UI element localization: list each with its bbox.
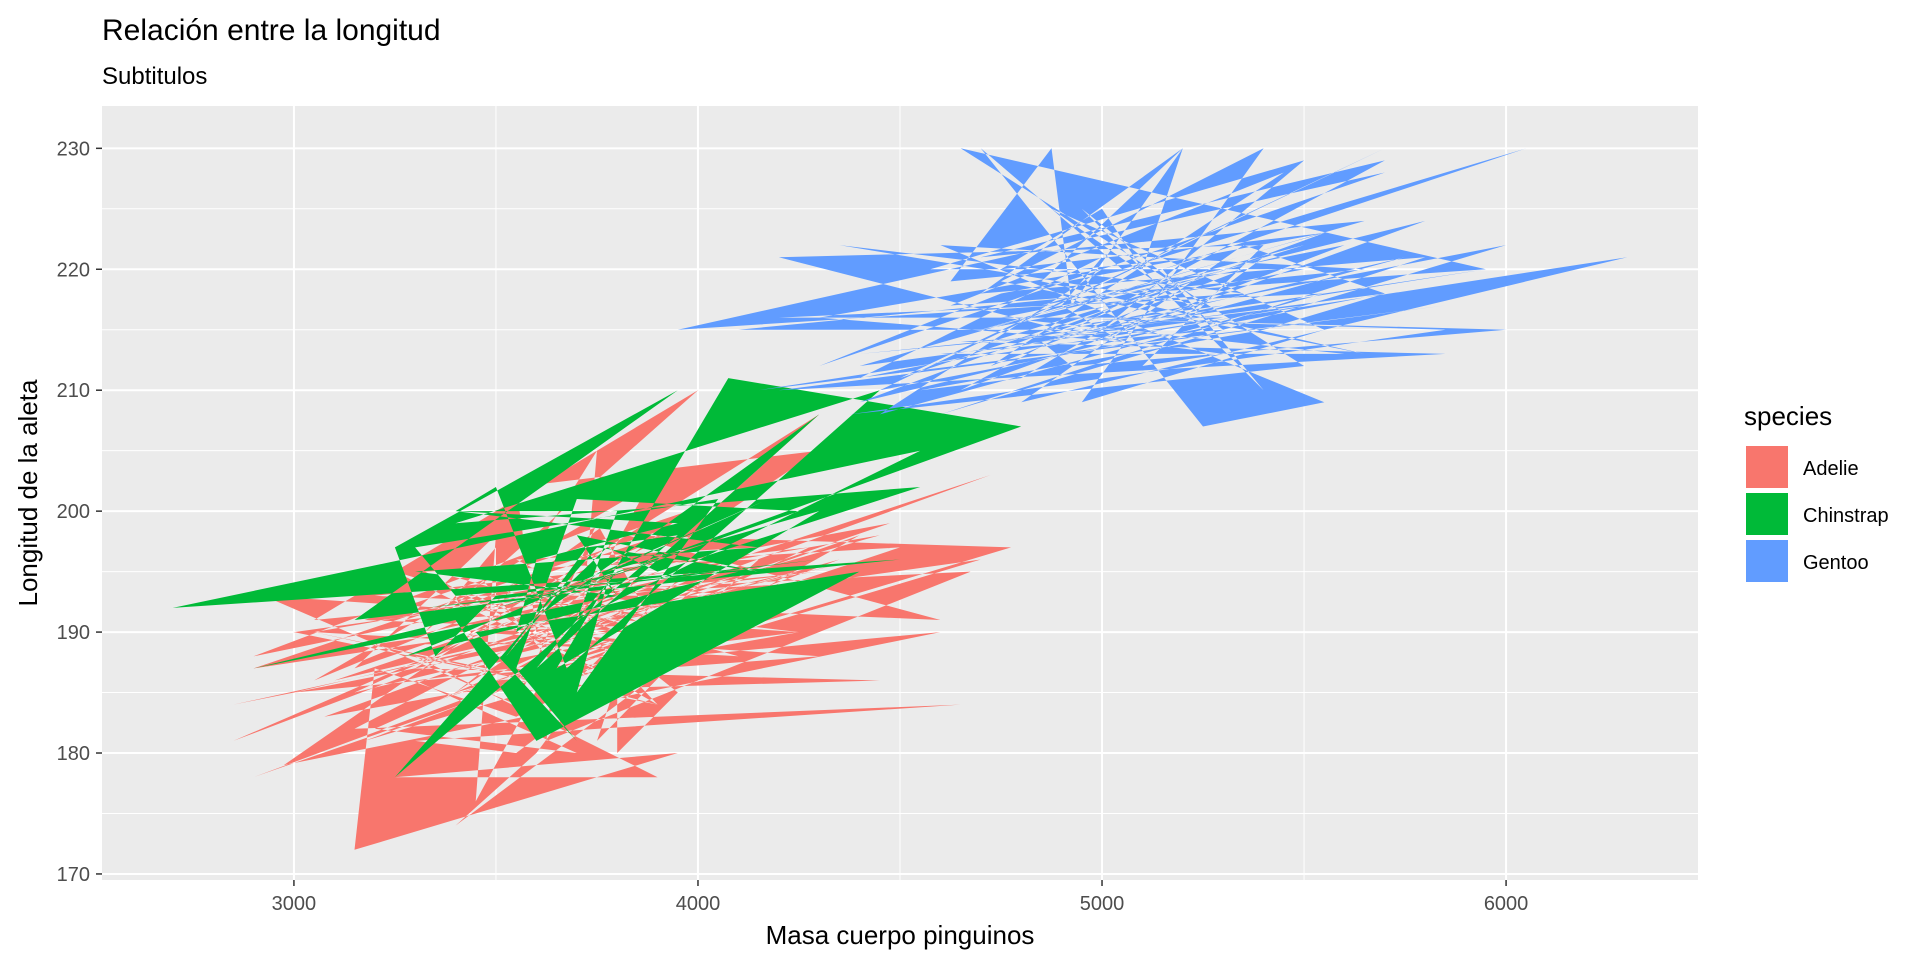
legend-label-gentoo: Gentoo: [1803, 552, 1869, 574]
y-tick-label: 180: [57, 743, 90, 765]
legend-title: species: [1744, 401, 1832, 431]
x-tick-label: 6000: [1484, 893, 1529, 915]
legend: species Adelie Chinstrap Gentoo: [1744, 401, 1889, 582]
x-tick-label: 3000: [272, 893, 317, 915]
y-tick-label: 170: [57, 864, 90, 886]
chart-title: Relación entre la longitud: [102, 14, 441, 47]
x-axis-title: Masa cuerpo pinguinos: [766, 920, 1035, 950]
y-tick-label: 230: [57, 138, 90, 160]
series-polygon-gentoo: [677, 148, 1628, 427]
y-tick-label: 200: [57, 501, 90, 523]
legend-label-chinstrap: Chinstrap: [1803, 505, 1889, 527]
y-tick-label: 220: [57, 259, 90, 281]
y-tick-label: 210: [57, 380, 90, 402]
legend-key-gentoo: [1746, 540, 1788, 582]
legend-label-adelie: Adelie: [1803, 458, 1859, 480]
x-tick-label: 5000: [1080, 893, 1125, 915]
legend-key-adelie: [1746, 446, 1788, 488]
chart-subtitle: Subtitulos: [102, 63, 207, 90]
legend-key-chinstrap: [1746, 493, 1788, 535]
series-group: [172, 148, 1628, 850]
axis-ticks: 3000 4000 5000 6000 170 180 190 200 210 220 230: [57, 138, 1529, 915]
series-polygon-chinstrap: [172, 378, 1022, 778]
y-axis-title: Longitud de la aleta: [13, 379, 43, 607]
x-tick-label: 4000: [676, 893, 721, 915]
y-tick-label: 190: [57, 622, 90, 644]
